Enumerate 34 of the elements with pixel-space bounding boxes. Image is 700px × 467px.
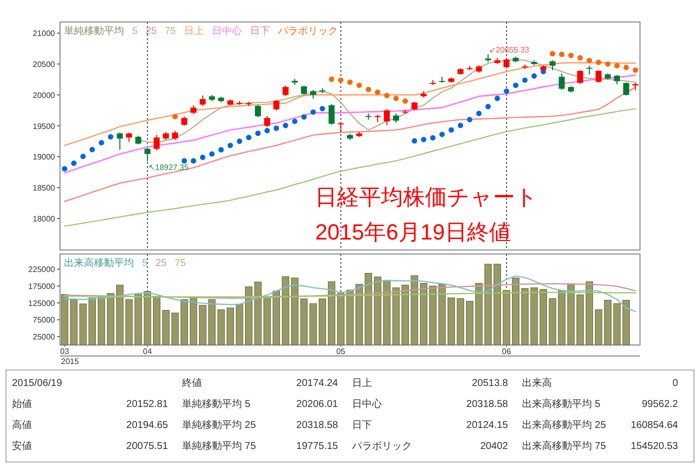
text: 75	[164, 26, 176, 37]
text: 日下	[250, 26, 270, 37]
text: 75	[174, 258, 186, 269]
y-tick-label: 19500	[32, 122, 56, 131]
text: 2015年6月19日終値	[315, 220, 511, 245]
text: 5	[132, 26, 138, 37]
text: 25	[146, 26, 158, 37]
legend-title: 出来高移動平均	[64, 257, 134, 269]
text: 5	[142, 258, 148, 269]
y-tick-label: 21000	[32, 29, 56, 38]
x-tick-label: 06	[502, 347, 512, 356]
text: 日上	[184, 25, 204, 37]
x-tick-label: 05	[336, 347, 346, 356]
x-tick-label: 04	[143, 347, 152, 356]
y-tick-label: 18500	[32, 184, 56, 193]
x-tick-label: 03	[60, 347, 70, 356]
x-axis-title: 2015	[61, 357, 80, 366]
annotation: ↙20655.33	[489, 45, 530, 54]
annotation: ↖18927.35	[148, 163, 190, 172]
y-tick-label: 75000	[32, 316, 56, 325]
y-tick-label: 20500	[32, 60, 56, 70]
y-tick-label: 19000	[32, 152, 56, 162]
text: パラボリック	[276, 26, 338, 37]
y-tick-label: 20000	[32, 90, 56, 100]
y-tick-label: 125000	[28, 298, 56, 308]
y-tick-label: 18000	[32, 214, 56, 224]
info-table: 2015/06/19 始値 20152.81 高値 20194.65 安値 20075.51 終値 20174.24 単純移動平均 5 20206.01 単純移動平均 25 20318.58 単純移動平均 75 19775.15 日上 20513.8 日中心 20318.58 日下 20124.15 パラボリック 20402 出来高 0 出来高移動平均 5 99562.2 出来高移動平均 25 160854.64 出来高移動平均 75 154520.53	[6, 370, 694, 462]
y-tick-label: 25000	[32, 332, 56, 342]
text: 日経平均株価チャート	[315, 184, 538, 210]
text: 25	[156, 258, 168, 269]
text: 日中心	[212, 25, 242, 37]
y-tick-label: 225000	[28, 265, 56, 274]
legend-title: 単純移動平均	[64, 25, 124, 37]
y-tick-label: 175000	[28, 282, 56, 292]
